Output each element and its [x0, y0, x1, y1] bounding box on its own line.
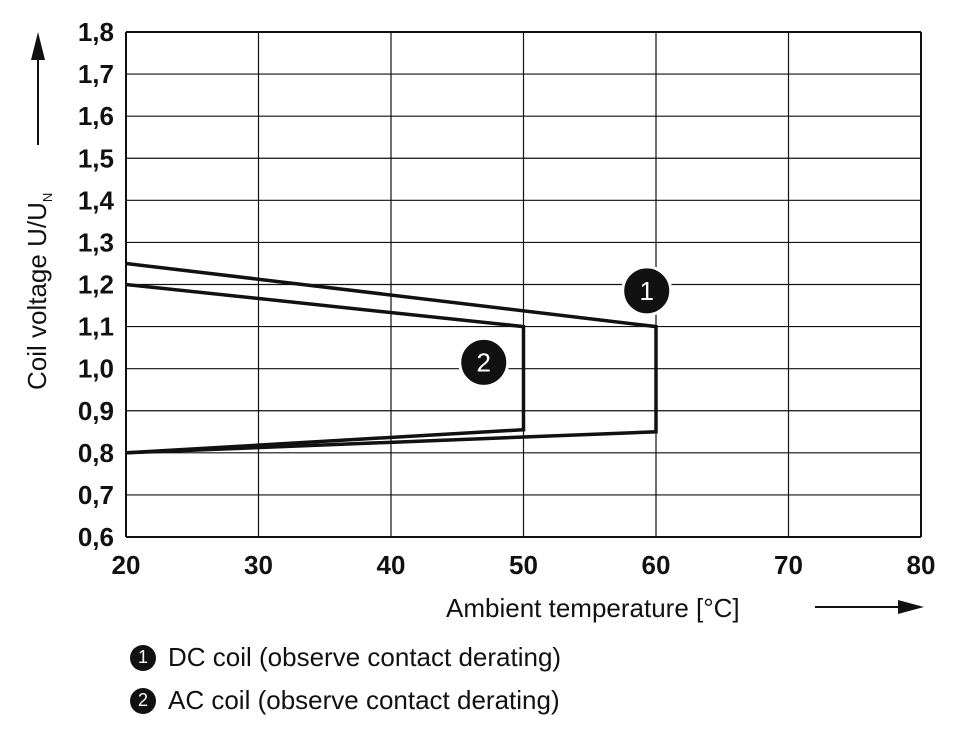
series-marker-2	[458, 336, 510, 388]
y-tick-label: 0,6	[78, 522, 114, 552]
legend-marker-1: 1	[130, 644, 156, 671]
x-axis-arrowhead	[898, 600, 924, 614]
x-tick-label: 30	[244, 550, 273, 580]
y-axis-label-group: Coil voltage U/UN	[22, 193, 55, 390]
y-axis-arrowhead	[31, 32, 45, 60]
x-tick-label: 60	[642, 550, 671, 580]
y-tick-label: 1,7	[78, 59, 114, 89]
legend-marker-2: 2	[130, 687, 156, 714]
y-tick-label: 1,6	[78, 101, 114, 131]
markers-layer: 12	[458, 265, 673, 388]
y-tick-label: 1,5	[78, 143, 114, 173]
x-tick-label: 20	[112, 550, 141, 580]
derating-chart: 20 30 40 50 60 70 80 0,6 0,7 0,8 0,9 1,0 1,1 1,2 1,3 1,…	[22, 17, 936, 623]
series-marker-label-2: 2	[477, 347, 491, 377]
series-line-1	[125, 261, 658, 455]
y-tick-label: 1,3	[78, 227, 114, 257]
y-tick-label: 0,9	[78, 396, 114, 426]
x-axis-label: Ambient temperature [°C]	[446, 593, 740, 623]
series-marker-1	[621, 265, 673, 317]
legend-label-ac: AC coil (observe contact derating)	[168, 685, 560, 715]
series-layer	[125, 261, 658, 455]
y-tick-label: 0,7	[78, 480, 114, 510]
y-axis-label: Coil voltage U/UN	[22, 193, 55, 390]
y-tick-label: 1,0	[78, 354, 114, 384]
legend-item-ac: 2 AC coil (observe contact derating)	[130, 685, 560, 716]
series-marker-label-1: 1	[639, 276, 653, 306]
ticks-layer: 20 30 40 50 60 70 80 0,6 0,7 0,8 0,9 1,0 1,1 1,2 1,3 1,…	[78, 17, 936, 580]
y-tick-label: 0,8	[78, 438, 114, 468]
legend-item-dc: 1 DC coil (observe contact derating)	[130, 642, 561, 673]
series-line-2	[125, 282, 526, 455]
y-tick-label: 1,8	[78, 17, 114, 47]
grid	[125, 31, 922, 538]
x-tick-label: 70	[774, 550, 803, 580]
y-tick-label: 1,4	[78, 185, 115, 215]
y-tick-label: 1,1	[78, 312, 114, 342]
y-tick-label: 1,2	[78, 270, 114, 300]
legend-label-dc: DC coil (observe contact derating)	[168, 642, 562, 672]
x-tick-label: 50	[509, 550, 538, 580]
x-tick-label: 40	[377, 550, 406, 580]
x-tick-label: 80	[907, 550, 936, 580]
